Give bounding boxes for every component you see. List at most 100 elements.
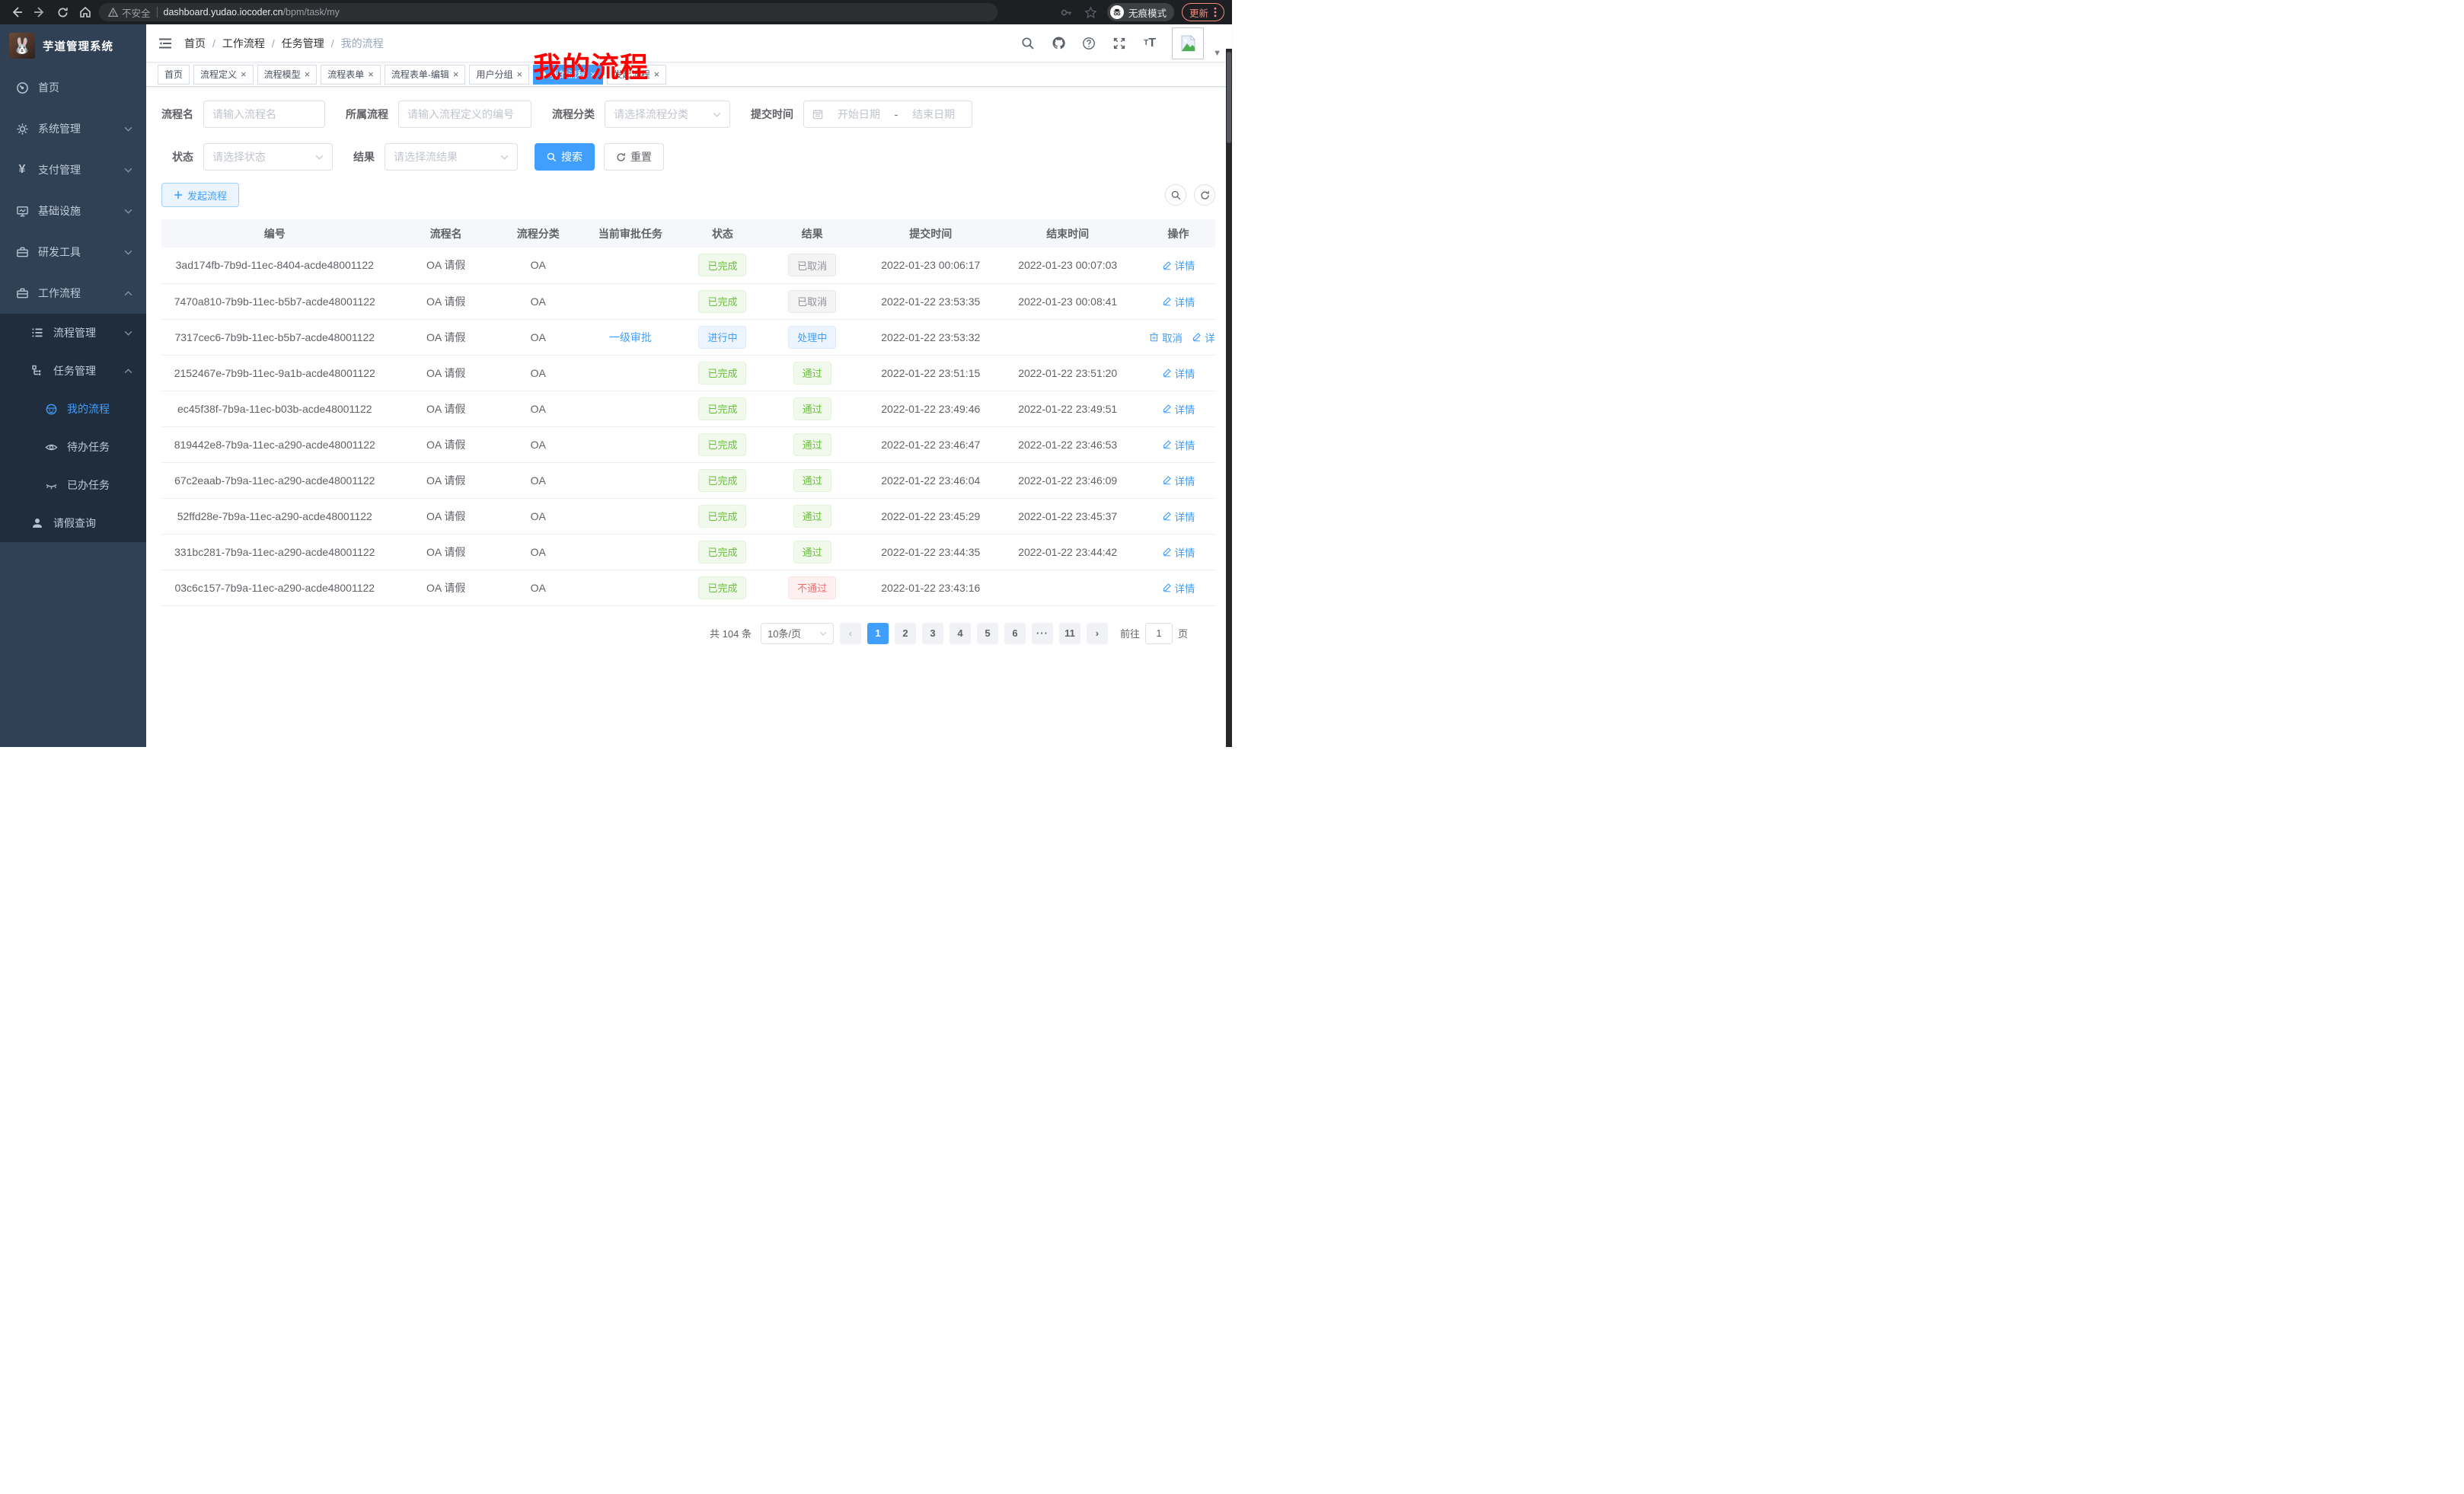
cell-process-name: OA 请假 — [388, 426, 504, 463]
detail-action-link[interactable]: 详情 — [1192, 330, 1215, 345]
toggle-search-button[interactable] — [1165, 184, 1186, 206]
sidebar-item-infrastructure[interactable]: 基础设施 — [0, 190, 146, 231]
scrollbar-thumb[interactable] — [1227, 52, 1231, 143]
github-icon[interactable] — [1050, 35, 1067, 52]
column-header-submit-time: 提交时间 — [867, 219, 994, 247]
tab-我的流程[interactable]: 我的流程 × — [533, 64, 603, 85]
security-warning[interactable]: 不安全 — [108, 5, 151, 20]
pager-ellipsis[interactable]: ··· — [1031, 622, 1053, 644]
sidebar-item-task-management[interactable]: 任务管理 — [0, 352, 146, 390]
search-button[interactable]: 搜索 — [535, 143, 595, 171]
cell-actions: 取消 详情 — [1141, 319, 1215, 356]
result-select[interactable]: 请选择流结果 — [385, 143, 518, 171]
reset-button[interactable]: 重置 — [604, 143, 664, 171]
sidebar-item-workflow[interactable]: 工作流程 — [0, 273, 146, 314]
breadcrumb-item[interactable]: 首页 — [184, 37, 206, 49]
tab-流程模型[interactable]: 流程模型 × — [257, 64, 318, 85]
detail-action-link[interactable]: 详情 — [1162, 366, 1195, 381]
close-tab-icon[interactable]: × — [590, 69, 596, 80]
cell-process-name: OA 请假 — [388, 498, 504, 535]
sidebar-item-home[interactable]: 首页 — [0, 67, 146, 108]
fullscreen-icon[interactable] — [1111, 35, 1128, 52]
detail-action-link[interactable]: 详情 — [1162, 294, 1195, 309]
tab-流程定义[interactable]: 流程定义 × — [193, 64, 254, 85]
bookmark-star-icon[interactable] — [1083, 4, 1100, 21]
cell-end-time: 2022-01-22 23:49:51 — [994, 391, 1142, 427]
status-badge: 已完成 — [698, 289, 747, 313]
tab-发起流程[interactable]: 发起流程 × — [606, 64, 667, 85]
sidebar-item-payment[interactable]: ¥ 支付管理 — [0, 149, 146, 190]
prev-page-button[interactable]: ‹ — [839, 622, 861, 644]
detail-action-link[interactable]: 详情 — [1162, 509, 1195, 524]
page-button-2[interactable]: 2 — [894, 622, 916, 644]
breadcrumb-item[interactable]: 工作流程 — [222, 37, 265, 49]
refresh-table-button[interactable] — [1194, 184, 1215, 206]
password-key-icon[interactable] — [1058, 4, 1075, 21]
sidebar-item-todo-tasks[interactable]: 待办任务 — [0, 428, 146, 466]
breadcrumb-item[interactable]: 任务管理 — [281, 37, 324, 49]
breadcrumb-separator: / — [212, 37, 215, 49]
sidebar-item-leave-query[interactable]: 请假查询 — [0, 504, 146, 542]
goto-page-input[interactable]: 1 — [1144, 622, 1173, 644]
edit-icon — [1192, 333, 1201, 342]
detail-action-link[interactable]: 详情 — [1162, 580, 1195, 595]
page-button-3[interactable]: 3 — [921, 622, 943, 644]
page-button-6[interactable]: 6 — [1004, 622, 1026, 644]
tab-首页[interactable]: 首页 — [158, 64, 190, 85]
browser-home-icon[interactable] — [76, 3, 94, 21]
page-button-1[interactable]: 1 — [867, 622, 889, 644]
browser-reload-icon[interactable] — [53, 3, 72, 21]
goto-label: 前往 — [1119, 628, 1140, 640]
detail-action-link[interactable]: 详情 — [1162, 257, 1195, 273]
sidebar-item-system[interactable]: 系统管理 — [0, 108, 146, 149]
close-tab-icon[interactable]: × — [304, 69, 311, 80]
search-icon[interactable] — [1020, 35, 1036, 52]
tab-流程表单[interactable]: 流程表单 × — [321, 64, 381, 85]
close-tab-icon[interactable]: × — [368, 69, 374, 80]
next-page-button[interactable]: › — [1086, 622, 1108, 644]
close-tab-icon[interactable]: × — [241, 69, 247, 80]
sidebar-item-my-process[interactable]: 我的流程 — [0, 390, 146, 428]
cell-current-task — [572, 534, 688, 570]
page-button-11[interactable]: 11 — [1058, 622, 1080, 644]
detail-action-link[interactable]: 详情 — [1162, 437, 1195, 452]
sidebar-item-done-tasks[interactable]: 已办任务 — [0, 466, 146, 504]
process-name-input[interactable]: 请输入流程名 — [203, 101, 325, 128]
submit-time-range-picker[interactable]: 开始日期 - 结束日期 — [803, 101, 972, 128]
close-tab-icon[interactable]: × — [452, 69, 459, 80]
category-select[interactable]: 请选择流程分类 — [605, 101, 730, 128]
cancel-action-link[interactable]: 取消 — [1149, 330, 1183, 345]
page-button-5[interactable]: 5 — [976, 622, 998, 644]
detail-action-link[interactable]: 详情 — [1162, 544, 1195, 560]
process-definition-input[interactable]: 请输入流程定义的编号 — [398, 101, 531, 128]
cell-end-time: 2022-01-22 23:46:09 — [994, 462, 1142, 499]
broken-image-icon — [1181, 34, 1196, 51]
close-tab-icon[interactable]: × — [516, 69, 523, 80]
close-tab-icon[interactable]: × — [653, 69, 660, 80]
browser-back-icon[interactable] — [8, 3, 26, 21]
browser-scrollbar[interactable] — [1226, 49, 1232, 747]
sidebar-item-process-management[interactable]: 流程管理 — [0, 314, 146, 352]
browser-update-button[interactable]: 更新 — [1181, 3, 1224, 21]
result-badge: 通过 — [793, 397, 831, 420]
logo[interactable]: 🐰 芋道管理系统 — [0, 24, 146, 67]
user-menu-caret-icon[interactable]: ▼ — [1213, 48, 1221, 58]
create-process-button[interactable]: 发起流程 — [161, 183, 240, 207]
tab-流程表单-编辑[interactable]: 流程表单-编辑 × — [384, 64, 466, 85]
tab-用户分组[interactable]: 用户分组 × — [469, 64, 530, 85]
chevron-down-icon — [315, 155, 324, 160]
detail-action-link[interactable]: 详情 — [1162, 473, 1195, 488]
detail-action-link[interactable]: 详情 — [1162, 401, 1195, 417]
sidebar-collapse-icon[interactable] — [146, 24, 184, 62]
status-select[interactable]: 请选择状态 — [203, 143, 333, 171]
page-button-4[interactable]: 4 — [949, 622, 971, 644]
current-task-link[interactable]: 一级审批 — [608, 330, 652, 343]
cell-submit-time: 2022-01-22 23:53:32 — [867, 319, 994, 356]
url-bar[interactable]: 不安全 dashboard.yudao.iocoder.cn/bpm/task/… — [99, 3, 997, 21]
help-icon[interactable] — [1080, 35, 1097, 52]
sidebar-item-devtools[interactable]: 研发工具 — [0, 231, 146, 273]
avatar[interactable] — [1172, 27, 1205, 59]
browser-forward-icon[interactable] — [30, 3, 49, 21]
page-size-select[interactable]: 10条/页 — [760, 622, 834, 644]
